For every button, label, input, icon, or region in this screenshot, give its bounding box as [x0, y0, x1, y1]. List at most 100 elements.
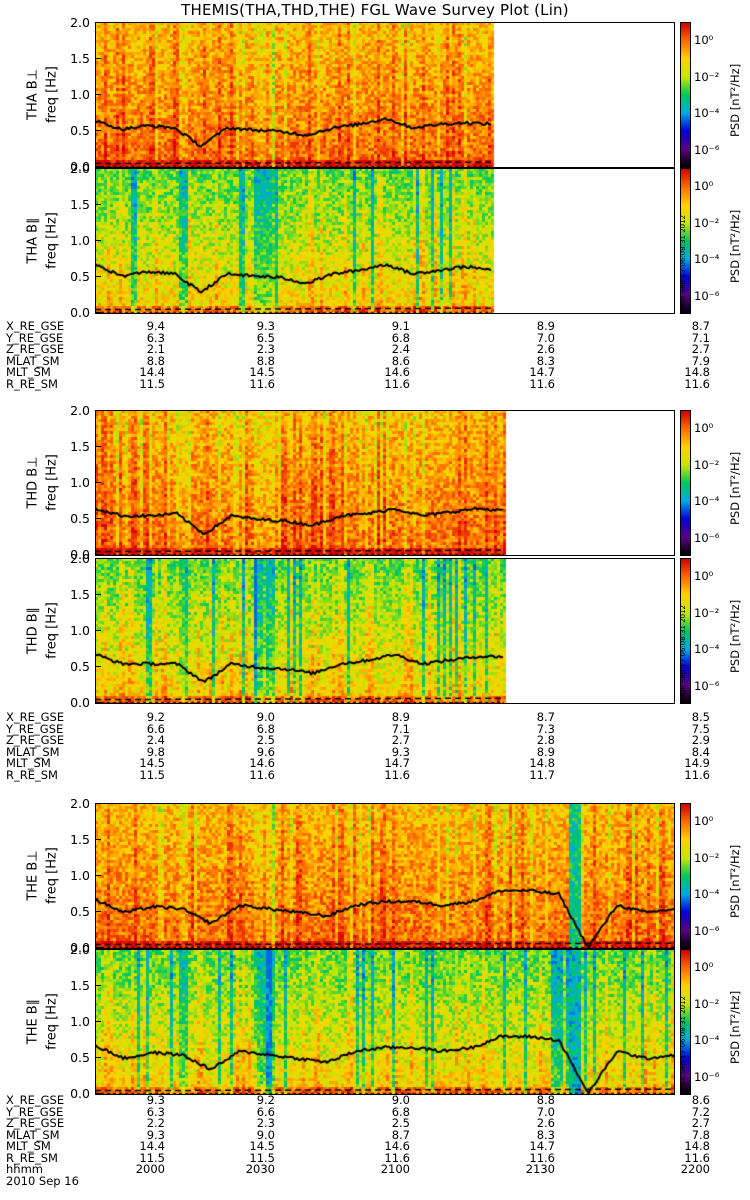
- y-tick-mark: [95, 518, 101, 519]
- ephemeris-value: 6.8: [391, 330, 410, 345]
- freq-axis-label: freq [Hz]: [44, 993, 60, 1050]
- y-tick-mark: [95, 803, 101, 804]
- y-tick-label: 0.0: [70, 547, 90, 562]
- spectrogram-tha_par: [95, 168, 675, 314]
- ephemeris-value: 14.6: [249, 756, 275, 770]
- ephemeris-value: 14.5: [249, 1139, 275, 1153]
- y-tick-label: 2.0: [70, 15, 90, 30]
- colorbar-the_par: [680, 949, 691, 1095]
- ephemeris-value: 6.3: [146, 1104, 165, 1119]
- y-tick-mark: [95, 166, 101, 167]
- ephemeris-value: 2.6: [536, 1116, 555, 1130]
- y-tick-label: 0.5: [70, 1050, 90, 1065]
- colorbar-title: PSD [nT²/Hz]: [728, 990, 742, 1064]
- ephemeris-label: R_RE_SM: [6, 1150, 58, 1165]
- time-tick-label: 2100: [380, 1162, 410, 1176]
- colorbar-tick-label: 10⁻⁴: [694, 887, 720, 902]
- y-tick-mark: [95, 168, 101, 169]
- y-tick-mark: [95, 1021, 101, 1022]
- ephemeris-label: MLT_SM: [6, 365, 51, 379]
- y-tick-mark: [95, 410, 101, 411]
- ephemeris-value: 14.6: [384, 365, 410, 379]
- panel-label-the_perp: THE B⊥: [25, 850, 41, 901]
- ephemeris-value: 2.7: [691, 1116, 710, 1130]
- y-tick-label: 1.5: [70, 51, 90, 66]
- colorbar-tick-label: 10⁰: [694, 179, 714, 194]
- ephemeris-value: 9.0: [256, 710, 275, 724]
- y-tick-label: 0.5: [70, 659, 90, 674]
- ephemeris-value: 2.8: [536, 733, 555, 747]
- y-tick-mark: [95, 985, 101, 986]
- colorbar-tick-label: 10⁻⁴: [694, 494, 720, 509]
- ephemeris-value: 6.5: [256, 330, 275, 345]
- y-tick-mark: [95, 276, 101, 277]
- freq-axis-label: freq [Hz]: [44, 847, 60, 904]
- ephemeris-value: 11.6: [684, 767, 710, 782]
- ephemeris-value: 7.3: [536, 721, 555, 736]
- ephemeris-value: 8.7: [536, 710, 555, 724]
- time-tick-label: 2000: [135, 1162, 165, 1176]
- ephemeris-value: 8.3: [536, 1127, 555, 1142]
- spectrogram-canvas: [95, 168, 675, 314]
- colorbar-tick-label: 10⁻²: [694, 850, 720, 865]
- colorbar-tick-label: 10⁻⁶: [694, 288, 720, 303]
- ephemeris-value: 9.3: [146, 1093, 165, 1107]
- ephemeris-value: 9.8: [146, 744, 165, 759]
- colorbar-tick-label: 10⁻²: [694, 69, 720, 84]
- ephemeris-value: 8.8: [536, 1093, 555, 1107]
- ephemeris-value: 9.3: [146, 1127, 165, 1142]
- ephemeris-value: 8.8: [256, 353, 275, 368]
- colorbar-tick-label: 10⁻²: [694, 996, 720, 1011]
- ephemeris-value: 14.7: [384, 756, 410, 770]
- spectrogram-canvas: [95, 558, 675, 704]
- y-tick-label: 1.0: [70, 87, 90, 102]
- ephemeris-label: Z_RE_GSE: [6, 342, 65, 356]
- colorbar-tick-label: 10⁻⁶: [694, 1069, 720, 1084]
- colorbar-tick-label: 10⁻⁶: [694, 923, 720, 938]
- y-tick-mark: [95, 204, 101, 205]
- ephemeris-value: 14.5: [249, 365, 275, 379]
- y-tick-mark: [95, 947, 101, 948]
- ephemeris-value: 7.1: [691, 330, 710, 345]
- run-timestamp: Mon Sep 17 06:08:31 2012: [679, 214, 687, 310]
- y-tick-label: 0.5: [70, 123, 90, 138]
- ephemeris-value: 9.3: [391, 744, 410, 759]
- ephemeris-label: Y_RE_GSE: [6, 1104, 64, 1119]
- ephemeris-value: 11.6: [384, 767, 410, 782]
- colorbar-tick-label: 10⁰: [694, 960, 714, 975]
- colorbar-tick-label: 10⁻⁴: [694, 106, 720, 121]
- spectrogram-the_par: [95, 949, 675, 1095]
- time-tick-label: 2200: [680, 1162, 710, 1176]
- y-tick-label: 0.5: [70, 904, 90, 919]
- spectrogram-thd_par: [95, 558, 675, 704]
- ephemeris-value: 14.4: [139, 1139, 165, 1153]
- ephemeris-label: R_RE_SM: [6, 767, 58, 782]
- y-tick-mark: [95, 22, 101, 23]
- ephemeris-value: 2.4: [391, 342, 410, 356]
- ephemeris-value: 2.7: [691, 342, 710, 356]
- ephemeris-value: 8.5: [691, 710, 710, 724]
- ephemeris-value: 2.2: [146, 1116, 165, 1130]
- y-tick-label: 1.5: [70, 197, 90, 212]
- colorbar-tick-label: 10⁻²: [694, 605, 720, 620]
- ephemeris-value: 8.9: [536, 744, 555, 759]
- ephemeris-value: 2.7: [391, 733, 410, 747]
- y-tick-mark: [95, 240, 101, 241]
- ephemeris-value: 9.4: [146, 319, 165, 333]
- ephemeris-value: 9.6: [256, 744, 275, 759]
- ephemeris-value: 9.2: [146, 710, 165, 724]
- ephemeris-value: 2.6: [536, 342, 555, 356]
- colorbar-tick-label: 10⁰: [694, 814, 714, 829]
- y-tick-mark: [95, 554, 101, 555]
- panel-label-tha_par: THA B∥: [25, 217, 41, 264]
- ephemeris-value: 8.9: [536, 319, 555, 333]
- y-tick-label: 1.5: [70, 587, 90, 602]
- ephemeris-label: MLT_SM: [6, 756, 51, 770]
- colorbar-tick-label: 10⁻⁶: [694, 530, 720, 545]
- ephemeris-value: 8.7: [691, 319, 710, 333]
- ephemeris-label: MLAT_SM: [6, 744, 60, 759]
- y-tick-label: 0.5: [70, 511, 90, 526]
- ephemeris-value: 11.6: [684, 1150, 710, 1165]
- y-tick-label: 2.0: [70, 796, 90, 811]
- y-tick-label: 2.0: [70, 403, 90, 418]
